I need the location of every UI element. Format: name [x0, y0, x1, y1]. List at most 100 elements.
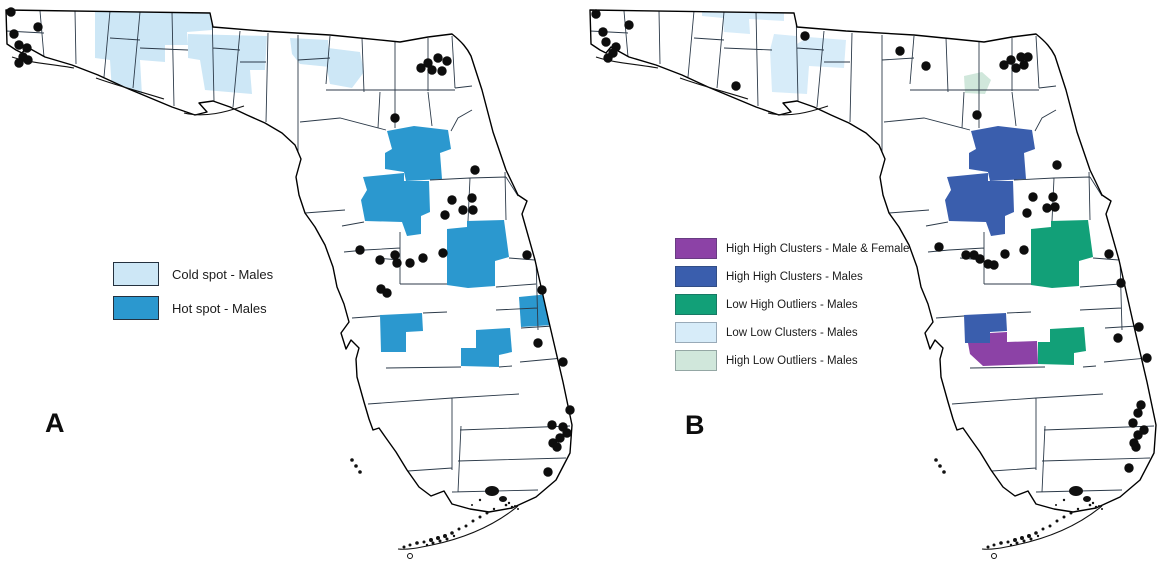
case-dot — [1050, 202, 1060, 212]
legend-item: High High Clusters - Male & Female — [675, 238, 909, 259]
county-region — [1031, 220, 1093, 288]
case-dot — [558, 357, 568, 367]
county-region — [1038, 327, 1086, 365]
county-region — [188, 34, 267, 94]
case-dot — [1136, 400, 1146, 410]
case-dot — [895, 46, 905, 56]
case-dot — [442, 56, 452, 66]
case-dot — [390, 113, 400, 123]
region-low-low-clusters-males — [702, 10, 846, 94]
county-region — [702, 10, 784, 34]
case-dot — [1019, 245, 1029, 255]
legend-label: High High Clusters - Male & Female — [726, 242, 910, 255]
legend-label: Low Low Clusters - Males — [726, 326, 858, 339]
panel-label-b: B — [685, 410, 705, 440]
case-dot — [418, 253, 428, 263]
state-outline — [589, 9, 1157, 513]
region-cold-spot-males — [95, 10, 364, 95]
county-region — [964, 72, 991, 94]
case-dot — [375, 255, 385, 265]
case-dot — [537, 285, 547, 295]
case-dot — [1113, 333, 1123, 343]
case-dot — [392, 258, 402, 268]
case-dot — [999, 60, 1009, 70]
case-dot — [390, 250, 400, 260]
keys-and-coast-speckles — [11, 56, 519, 559]
county-region — [95, 10, 212, 95]
case-dot — [562, 428, 572, 438]
case-dot — [543, 467, 553, 477]
case-dot — [1104, 249, 1114, 259]
region-high-high-clusters-males — [945, 126, 1035, 343]
case-dot — [405, 258, 415, 268]
county-region — [964, 313, 1007, 343]
case-dot — [6, 7, 16, 17]
map-panel-a: Cold spot - Males Hot spot - Males A — [0, 0, 583, 563]
legend-swatch — [675, 266, 717, 287]
case-dot — [382, 288, 392, 298]
case-dot — [731, 81, 741, 91]
case-dot — [921, 61, 931, 71]
case-dot — [598, 27, 608, 37]
case-dot — [1131, 442, 1141, 452]
case-dot — [601, 37, 611, 47]
case-dot — [467, 193, 477, 203]
region-high-low-outliers-males — [964, 72, 991, 94]
case-dot — [468, 205, 478, 215]
case-dot — [1139, 425, 1149, 435]
case-dot — [975, 254, 985, 264]
case-dot — [437, 66, 447, 76]
case-dot — [9, 29, 19, 39]
legend-swatch — [113, 262, 159, 286]
case-dot — [433, 53, 443, 63]
case-dot — [983, 259, 993, 269]
case-dot — [458, 205, 468, 215]
case-dot — [800, 31, 810, 41]
case-dot — [1124, 463, 1134, 473]
legend-item: Low High Outliers - Males — [675, 294, 909, 315]
case-dot — [961, 250, 971, 260]
case-dot — [1019, 60, 1029, 70]
state-outline — [5, 9, 573, 513]
case-dot — [1128, 418, 1138, 428]
region-low-high-outliers-males — [1031, 220, 1093, 365]
legend-swatch — [113, 296, 159, 320]
keys-and-coast-speckles — [595, 56, 1103, 559]
case-dot — [1142, 353, 1152, 363]
legend-item: Hot spot - Males — [113, 296, 273, 320]
legend-label: Low High Outliers - Males — [726, 298, 858, 311]
case-dot — [565, 405, 575, 415]
case-dot — [522, 250, 532, 260]
case-dot — [555, 433, 565, 443]
county-region — [380, 313, 423, 352]
case-dot — [427, 65, 437, 75]
legend-b: High High Clusters - Male & Female High H… — [675, 238, 909, 371]
case-dot — [355, 245, 365, 255]
legend-item: High Low Outliers - Males — [675, 350, 909, 371]
county-region — [326, 48, 364, 88]
legend-label: High Low Outliers - Males — [726, 354, 858, 367]
case-dot — [1133, 408, 1143, 418]
county-region — [447, 220, 509, 288]
case-dot — [14, 58, 24, 68]
case-dot — [603, 53, 613, 63]
panel-label-a: A — [45, 408, 65, 438]
clipped-layers — [6, 10, 571, 493]
florida-map-b — [589, 9, 1157, 559]
case-dot — [1116, 278, 1126, 288]
case-dot — [438, 248, 448, 258]
case-dot — [447, 195, 457, 205]
case-dot — [934, 242, 944, 252]
legend-swatch — [675, 294, 717, 315]
county-region — [969, 126, 1035, 181]
case-dot — [1016, 52, 1026, 62]
legend-label: Hot spot - Males — [172, 300, 267, 316]
florida-map-a — [5, 7, 575, 559]
case-dots — [591, 9, 1152, 473]
case-dot — [1006, 55, 1016, 65]
case-dot — [624, 20, 634, 30]
map-panel-b: High High Clusters - Male & Female High H… — [584, 0, 1167, 563]
legend-label: High High Clusters - Males — [726, 270, 863, 283]
case-dot — [14, 40, 24, 50]
